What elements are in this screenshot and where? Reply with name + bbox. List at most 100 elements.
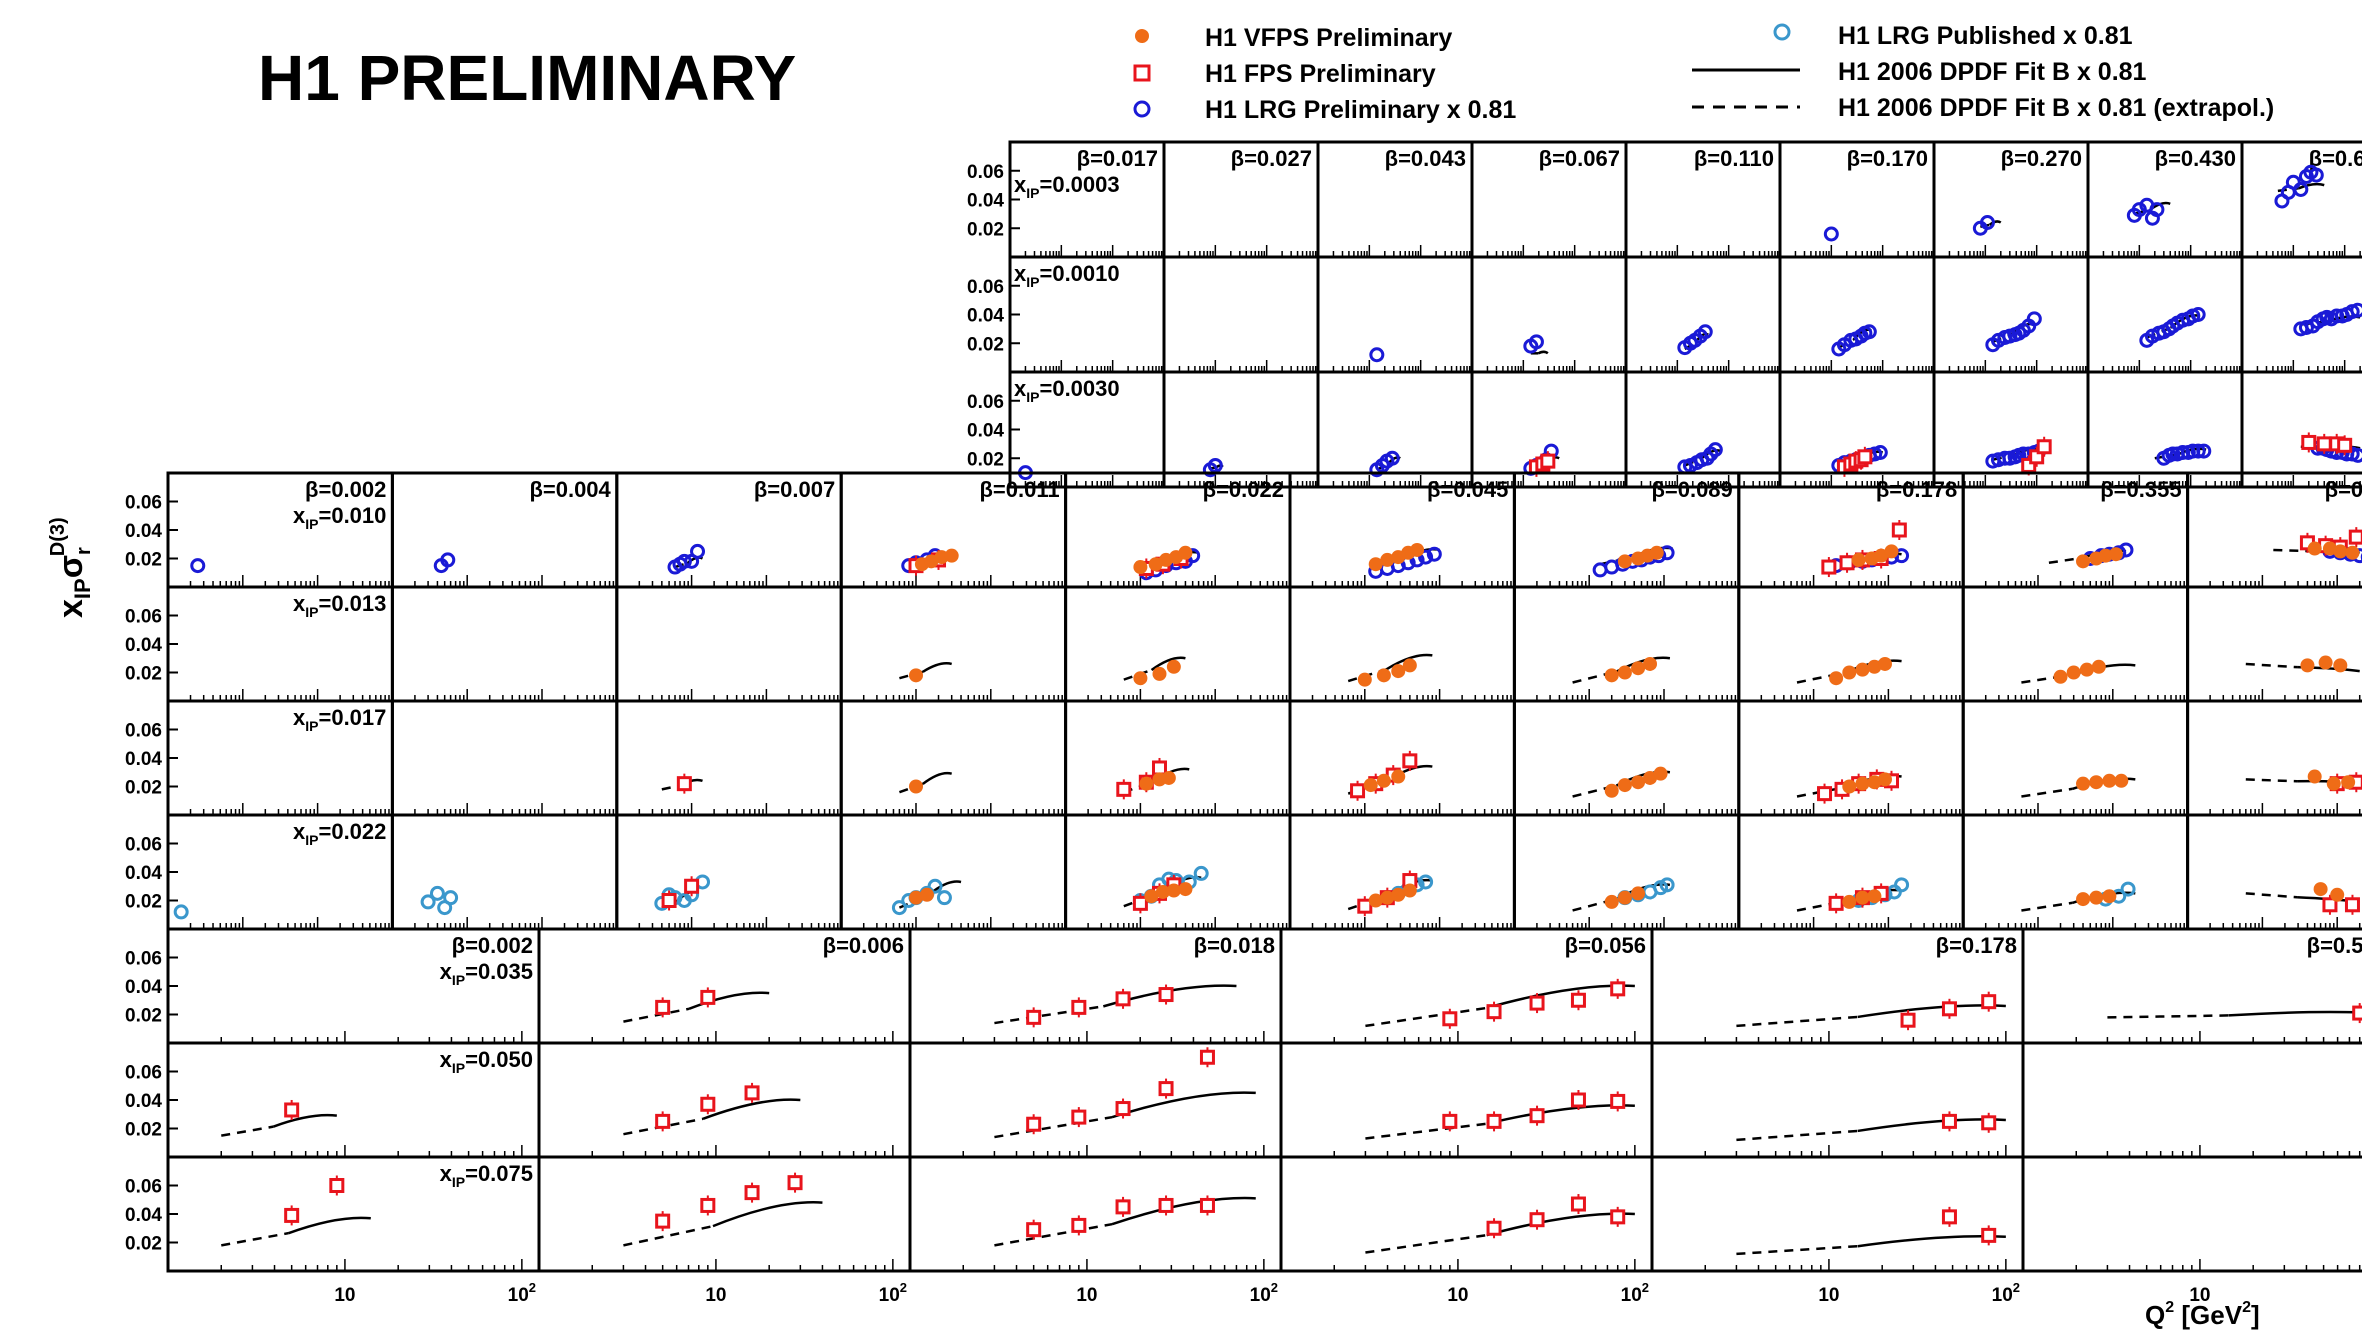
panel (1279, 1041, 1654, 1159)
vfps-point (1391, 887, 1406, 902)
fps-point (1981, 1115, 1997, 1131)
panel-frame (1288, 585, 1516, 703)
x-tick-label: 102 (879, 1280, 907, 1306)
panel: β=0.270 (1932, 140, 2090, 259)
y-tick-label: 0.06 (125, 1177, 162, 1198)
panel-frame (390, 813, 619, 931)
fit-extrapol-line (221, 1125, 274, 1137)
xip-value: =0.0003 (1039, 172, 1119, 197)
fps-point (1486, 1004, 1502, 1020)
panel: β=0.178 (1737, 471, 1965, 589)
panel: β=0.045 (1288, 471, 1516, 589)
xip-value: =0.0030 (1039, 376, 1119, 401)
beta-label: β=0.430 (2155, 146, 2236, 171)
lrg-prelim-point (2175, 445, 2191, 460)
vfps-point (1855, 776, 1870, 791)
lrg-prelim-point (1207, 457, 1223, 473)
lrg-prelim-point (690, 543, 706, 559)
fps-point (700, 1096, 716, 1112)
fps-point (700, 1197, 716, 1213)
panel-frame (2021, 1155, 2362, 1273)
y-tick-label: 0.04 (125, 863, 162, 884)
fps-point (1115, 1101, 1131, 1117)
vfps-point (2330, 887, 2345, 902)
x-tick-label: 102 (508, 1280, 536, 1306)
panel: 0.06 0.04 0.02 xIP=0.075 (125, 1155, 541, 1273)
fit-extrapol-line (661, 784, 681, 791)
fps-point (1570, 1196, 1586, 1212)
panel (1512, 585, 1741, 703)
panel-frame (1288, 699, 1516, 817)
fps-point (655, 999, 671, 1015)
vfps-point (1363, 778, 1378, 793)
fit-extrapol-line (2048, 556, 2084, 565)
fps-point (1941, 1209, 1957, 1225)
fps-point (1941, 1113, 1957, 1129)
panel-frame (1279, 1041, 1654, 1159)
x-tick-label: 102 (1250, 1280, 1278, 1306)
vfps-point (2102, 773, 2117, 788)
lrg-prelim-point (2293, 181, 2309, 197)
beta-label: β=0.355 (2100, 477, 2181, 502)
lrg-prelim-point (2329, 308, 2345, 324)
beta-label: β=0.110 (1694, 146, 1774, 171)
fps-point (1857, 449, 1873, 465)
vfps-point (2076, 776, 2091, 791)
panel (1512, 813, 1741, 931)
fit-extrapol-line (1365, 1122, 1487, 1140)
panel: β=0.056 (1279, 927, 1654, 1045)
panel-frame (839, 585, 1068, 703)
fps-point (1026, 1116, 1042, 1132)
x-axis-title: Q2 [GeV2] (2145, 1299, 2260, 1330)
panel (615, 585, 843, 703)
panel (2240, 255, 2362, 374)
fit-extrapol-line (994, 1222, 1113, 1247)
svg-text:Q2 [GeV2]: Q2 [GeV2] (2145, 1299, 2260, 1330)
fps-point (1570, 1092, 1586, 1108)
panel-frame (2086, 255, 2244, 374)
panel: β=0.006 (537, 927, 912, 1045)
panel-frame (1470, 255, 1628, 374)
vfps-point (1877, 772, 1892, 787)
vfps-point (1391, 769, 1406, 784)
panel (2186, 699, 2362, 817)
panel-frame (1512, 813, 1741, 931)
legend-fit-label: H1 2006 DPDF Fit B x 0.81 (1838, 58, 2147, 86)
panel-frame (1737, 699, 1965, 817)
panel (1737, 585, 1965, 703)
panel (1778, 255, 1936, 374)
panel-frame (1162, 255, 1320, 374)
vfps-point (2313, 882, 2328, 897)
lrg-prelim-point (2190, 443, 2206, 459)
vfps-point (2091, 659, 2106, 674)
xip-subscript: IP (305, 832, 318, 848)
fps-point (2301, 434, 2317, 450)
x-tick-label: 10 (1076, 1285, 1097, 1306)
panel: β=0.178 (1650, 927, 2025, 1045)
fps-point (1115, 1199, 1131, 1215)
panel (1737, 699, 1965, 817)
legend-fps-marker (1133, 64, 1151, 82)
panel: β=0.011 (839, 471, 1068, 589)
lrg-prelim-point (1997, 450, 2013, 466)
fit-extrapol-line (623, 1007, 690, 1023)
panel-frame (1932, 255, 2090, 374)
panel (1288, 585, 1516, 703)
fps-point (1158, 1081, 1174, 1097)
y-tick-label: 0.02 (125, 892, 162, 913)
fit-extrapol-line (994, 1115, 1113, 1139)
vfps-point (2307, 769, 2322, 784)
xip-subscript: IP (1026, 274, 1039, 290)
panel (908, 1155, 1283, 1273)
beta-label: β=0.056 (1565, 933, 1646, 958)
x-tick-label: 10 (1818, 1285, 1839, 1306)
fps-point (2352, 1005, 2362, 1021)
fps-point (1026, 1009, 1042, 1025)
y-tick-label: 0.06 (125, 949, 162, 970)
y-tick-label: 0.04 (125, 1205, 162, 1226)
fps-point (2344, 897, 2360, 913)
vfps-point (1842, 665, 1857, 680)
panel: β=0.022 (1064, 471, 1292, 589)
vfps-point (1649, 545, 1664, 560)
